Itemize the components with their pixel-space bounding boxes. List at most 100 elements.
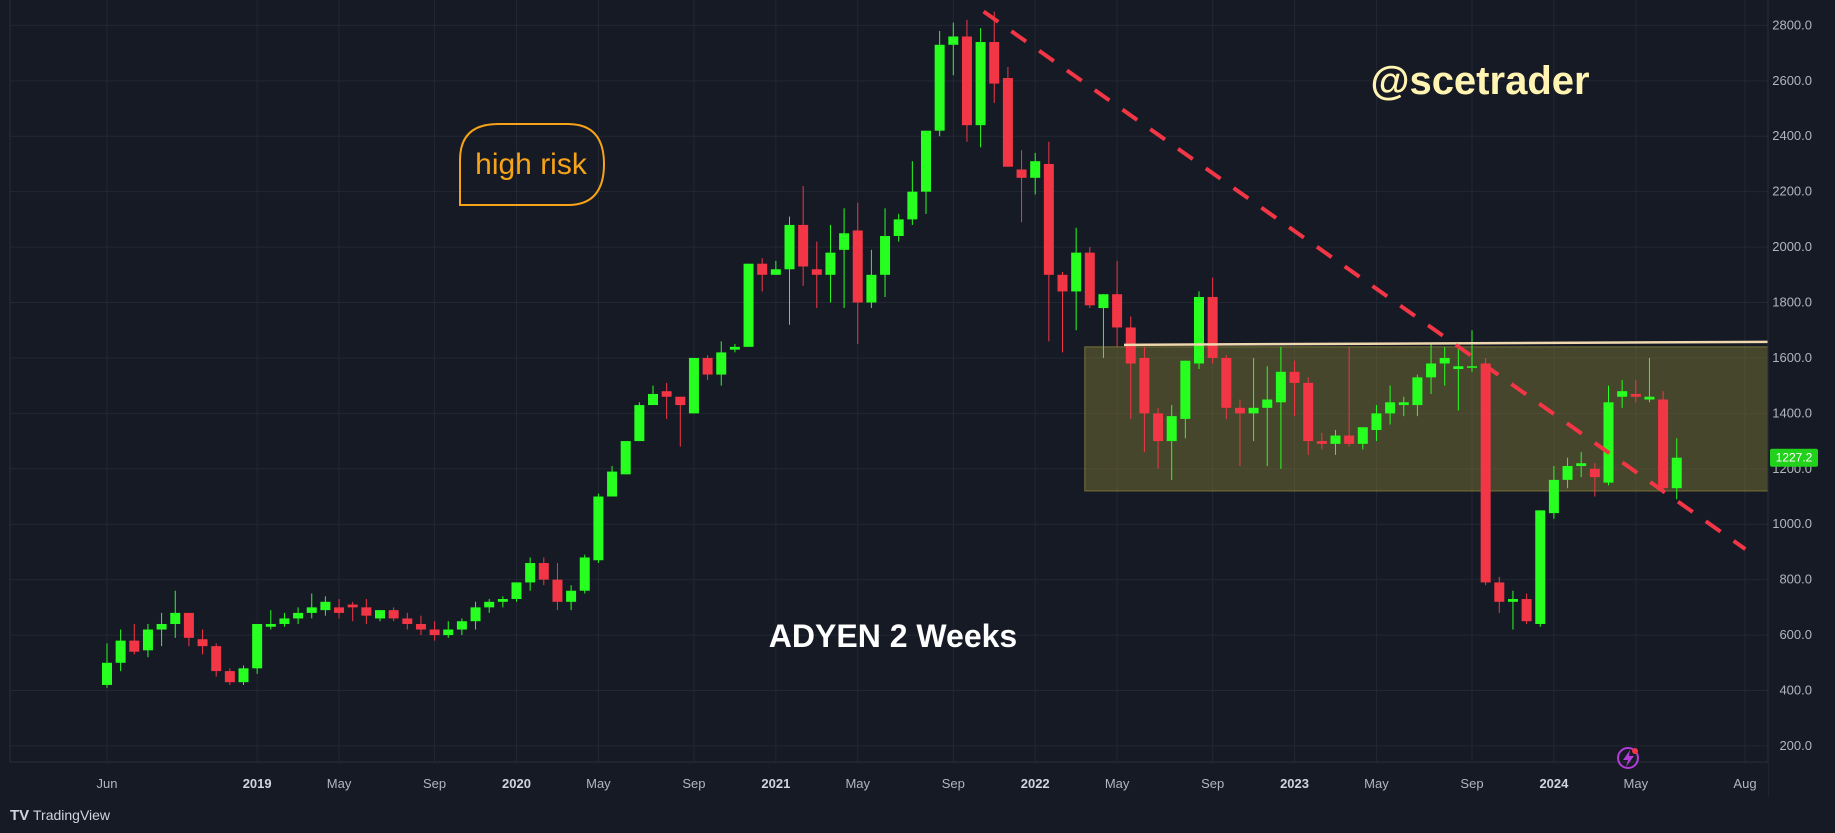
candle-body <box>716 352 727 375</box>
candle-body <box>1275 371 1286 403</box>
candle-body <box>880 236 891 275</box>
candle <box>102 643 112 688</box>
drawings[interactable] <box>982 9 1771 551</box>
candle <box>1453 346 1464 411</box>
x-tick-label: 2021 <box>761 776 790 791</box>
candle-body <box>1589 468 1600 478</box>
candle-body <box>129 640 140 652</box>
tradingview-brand-text: TradingView <box>33 807 111 823</box>
candle-body <box>688 357 699 414</box>
candle <box>825 224 836 303</box>
candle <box>484 599 495 613</box>
candle <box>1480 357 1491 586</box>
candle <box>1494 576 1505 613</box>
x-tick-label: May <box>586 776 611 791</box>
candle <box>661 382 672 419</box>
candle <box>1357 427 1368 450</box>
candle-body <box>1398 402 1409 406</box>
candle-body <box>170 612 181 624</box>
candle-body <box>115 640 126 663</box>
candle <box>361 599 372 624</box>
tradingview-logo[interactable]: TV TradingView <box>10 807 111 824</box>
candle <box>306 593 317 619</box>
candle-body <box>579 557 590 591</box>
x-tick-label: Sep <box>682 776 705 791</box>
candle <box>1098 294 1109 358</box>
candle <box>880 208 891 297</box>
candle <box>1289 360 1300 417</box>
candle-body <box>1494 582 1505 602</box>
candle <box>429 621 440 641</box>
candle-body <box>1221 357 1232 408</box>
candle <box>1112 260 1123 347</box>
y-tick-label: 2600.0 <box>1772 73 1812 88</box>
candle <box>1507 590 1518 630</box>
tradingview-logo-mark: TV <box>10 807 29 824</box>
y-tick-label: 2400.0 <box>1772 128 1812 143</box>
candle <box>579 554 590 594</box>
candle <box>1385 385 1396 425</box>
candle-body <box>361 607 372 616</box>
candle-body <box>1617 391 1628 397</box>
candle-body <box>798 224 809 267</box>
candle-body <box>1521 599 1532 622</box>
candle-body <box>1644 396 1655 400</box>
x-tick-label: Sep <box>942 776 965 791</box>
candle <box>1548 466 1559 519</box>
candle <box>798 186 809 286</box>
candle <box>893 213 904 242</box>
candle <box>170 590 181 638</box>
candle <box>538 557 549 586</box>
candle <box>293 607 304 624</box>
candle-body <box>511 582 522 600</box>
candle-body <box>470 607 481 622</box>
candle <box>1139 346 1150 453</box>
candle-body <box>961 36 972 126</box>
candle-body <box>1043 163 1054 275</box>
y-tick-label: 200.0 <box>1779 738 1812 753</box>
candle <box>1398 396 1409 417</box>
y-tick-label: 800.0 <box>1779 572 1812 587</box>
candle <box>1057 272 1068 353</box>
candle <box>743 263 754 347</box>
y-tick-label: 600.0 <box>1779 627 1812 642</box>
candle-body <box>306 607 317 613</box>
high-risk-callout[interactable]: high risk <box>459 123 606 206</box>
candle-body <box>770 269 781 275</box>
candle <box>1248 357 1259 442</box>
candle-body <box>1289 371 1300 383</box>
candle-body <box>429 629 440 636</box>
candle-body <box>252 623 263 669</box>
candle-body <box>1576 463 1587 467</box>
resistance-line[interactable] <box>1123 340 1771 347</box>
candle <box>620 441 631 475</box>
candle-body <box>825 252 836 275</box>
x-tick-label: 2024 <box>1539 776 1569 791</box>
chart-title: ADYEN 2 Weeks <box>769 618 1017 654</box>
candle-body <box>497 599 508 602</box>
candle <box>907 161 918 225</box>
candle <box>470 601 481 630</box>
candle-body <box>893 219 904 237</box>
candle <box>129 623 140 655</box>
candle-body <box>238 668 249 683</box>
x-tick-label: Sep <box>1460 776 1483 791</box>
candle <box>197 629 208 655</box>
candle-body <box>1303 382 1314 442</box>
candle-body <box>1071 252 1082 292</box>
time-scale[interactable] <box>0 762 1768 797</box>
candle <box>115 629 126 672</box>
candle <box>921 130 931 214</box>
candle-body <box>142 629 153 651</box>
candle <box>961 19 972 142</box>
lightning-icon[interactable] <box>1617 747 1639 769</box>
candle-body <box>866 274 877 303</box>
candle <box>1426 344 1437 394</box>
candle <box>347 601 358 622</box>
candle-body <box>415 623 426 630</box>
candle-body <box>1166 416 1177 442</box>
x-tick-label: May <box>1105 776 1130 791</box>
price-scale[interactable] <box>1768 0 1835 797</box>
